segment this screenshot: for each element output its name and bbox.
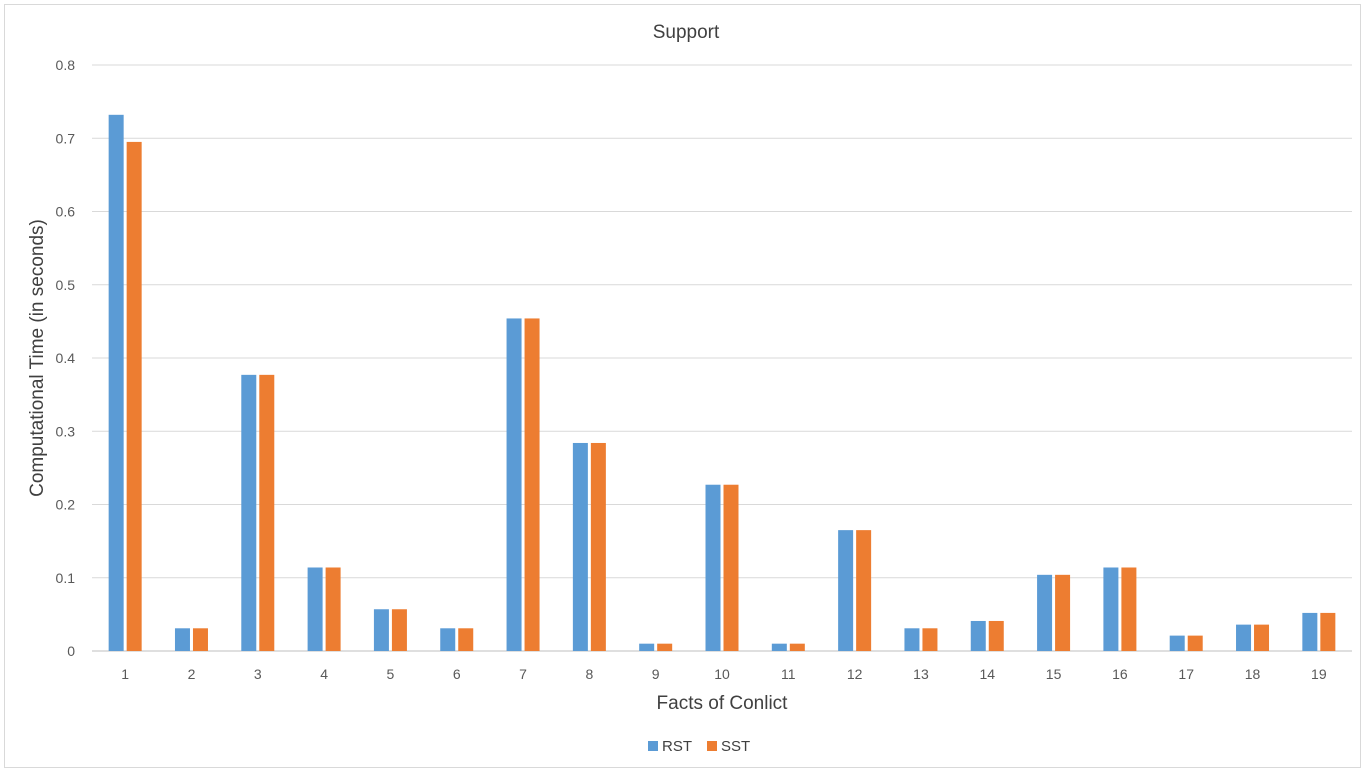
x-tick-label: 11 [781,666,796,682]
bar-rst-16 [1103,567,1119,651]
bar-rst-2 [174,628,190,651]
y-tick-label: 0.2 [56,497,76,513]
bar-sst-9 [657,643,673,651]
y-tick-label: 0.3 [56,423,76,439]
bar-sst-5 [391,609,407,651]
bar-sst-14 [988,620,1004,651]
bar-sst-11 [789,643,805,651]
bar-rst-8 [572,442,588,651]
bar-sst-4 [325,567,341,651]
bar-rst-11 [771,643,787,651]
bar-sst-19 [1320,612,1336,651]
bar-sst-18 [1254,624,1270,651]
y-tick-label: 0 [67,643,75,659]
x-tick-label: 9 [652,666,660,682]
x-tick-label: 13 [913,666,929,682]
bar-sst-8 [590,442,606,651]
legend-swatch-rst [648,741,658,751]
bar-sst-1 [126,141,142,651]
bar-rst-15 [1037,574,1053,651]
x-tick-label: 19 [1311,666,1327,682]
gridlines [92,64,1352,652]
bar-rst-6 [440,628,456,651]
y-tick-label: 0.7 [56,130,76,146]
bar-rst-9 [639,643,655,651]
bar-sst-2 [192,628,208,651]
x-tick-label: 16 [1112,666,1128,682]
chart-title: Support [653,22,720,43]
y-tick-label: 0.5 [56,277,76,293]
y-tick-label: 0.1 [56,570,76,586]
bar-rst-3 [241,374,257,651]
bar-rst-1 [108,114,124,651]
y-tick-label: 0.6 [56,204,76,220]
x-tick-label: 3 [254,666,262,682]
bar-sst-6 [458,628,474,651]
legend-label-rst: RST [662,738,692,755]
y-tick-label: 0.4 [56,350,76,366]
legend: RST SST [648,738,750,755]
x-tick-label: 5 [387,666,395,682]
bar-rst-17 [1169,635,1185,651]
bar-rst-5 [373,609,389,651]
x-tick-label: 10 [714,666,730,682]
bar-sst-3 [259,374,275,651]
bar-rst-7 [506,318,522,651]
bar-sst-17 [1187,635,1203,651]
bar-sst-12 [856,530,872,651]
x-tick-label: 15 [1046,666,1062,682]
bar-rst-10 [705,484,721,651]
bar-sst-16 [1121,567,1137,651]
x-tick-label: 7 [519,666,527,682]
x-tick-label: 6 [453,666,461,682]
y-tick-label: 0.8 [56,57,76,73]
y-axis-ticks: 0 0.1 0.2 0.3 0.4 0.5 0.6 0.7 0.8 [56,57,76,659]
bar-rst-13 [904,628,920,651]
bars [108,114,1336,651]
x-tick-label: 18 [1245,666,1261,682]
bar-rst-18 [1236,624,1252,651]
bar-rst-12 [838,530,854,651]
bar-sst-13 [922,628,938,651]
x-tick-label: 14 [979,666,995,682]
legend-label-sst: SST [721,738,750,755]
bar-rst-19 [1302,612,1318,651]
x-tick-label: 17 [1178,666,1194,682]
legend-swatch-sst [707,741,717,751]
bar-sst-10 [723,484,739,651]
bar-sst-7 [524,318,540,651]
x-tick-label: 12 [847,666,863,682]
y-axis-title: Computational Time (in seconds) [27,219,48,497]
x-tick-label: 1 [121,666,129,682]
bar-sst-15 [1055,574,1071,651]
x-tick-label: 4 [320,666,328,682]
x-axis-ticks: 1 2 3 4 5 6 7 8 9 10 11 12 13 14 15 16 17 18 19 [121,666,1327,682]
bar-rst-14 [970,620,986,651]
bar-rst-4 [307,567,323,651]
x-axis-title: Facts of Conlict [657,693,789,714]
x-tick-label: 2 [188,666,196,682]
x-tick-label: 8 [585,666,593,682]
